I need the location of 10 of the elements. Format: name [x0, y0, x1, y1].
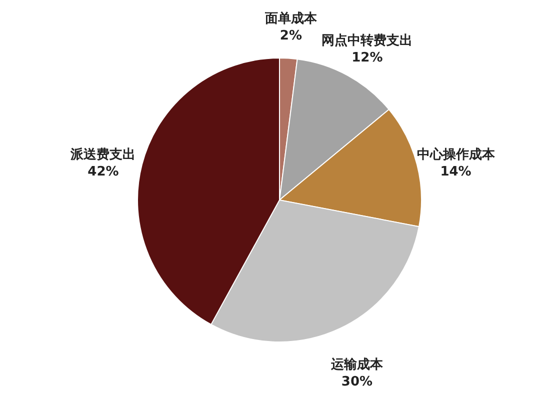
data-label: 12% — [352, 50, 383, 66]
slice-label: 面单成本 — [264, 10, 318, 26]
slice-label: 网点中转费支出 — [322, 32, 413, 49]
data-label: 14% — [440, 164, 472, 180]
slice-label: 派送费支出 — [70, 146, 136, 163]
slice-label: 中心操作成本 — [416, 146, 496, 163]
slice-label: 运输成本 — [330, 356, 384, 373]
data-label: 2% — [280, 28, 302, 44]
data-label: 30% — [341, 374, 373, 390]
data-label: 42% — [88, 164, 119, 180]
